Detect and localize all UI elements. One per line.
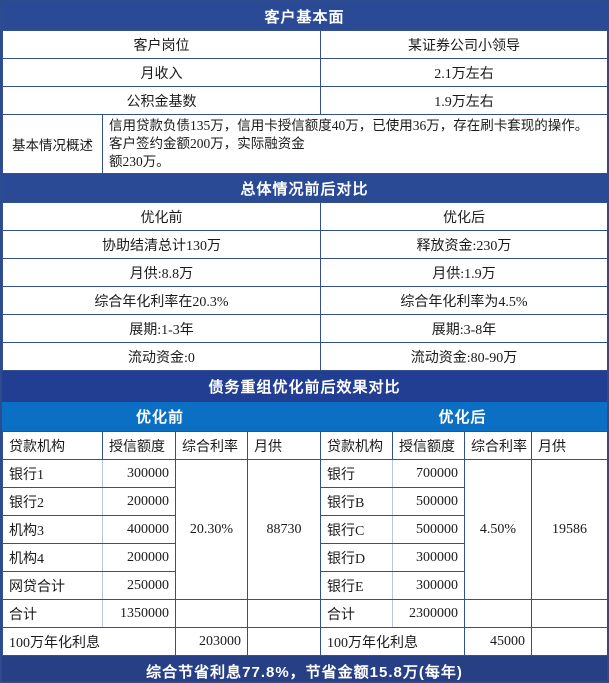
overall-after-cell: 展期:3-8年 (320, 314, 607, 343)
overall-col-before: 优化前 (2, 202, 321, 231)
col-header-org-after: 贷款机构 (320, 431, 393, 460)
credit-amount: 500000 (392, 487, 465, 516)
table-row: 流动资金:0 流动资金:80-90万 (2, 342, 607, 371)
section-overall-title: 总体情况前后对比 (240, 180, 369, 198)
interest-value-before: 203000 (175, 627, 248, 656)
lender-name: 银行E (320, 571, 393, 600)
interest-label: 100万年化利息 (2, 627, 176, 656)
overall-compare-table: 优化前 优化后 协助结清总计130万 释放资金:230万 月供:8.8万 月供:… (2, 202, 607, 371)
credit-amount: 200000 (102, 487, 176, 516)
total-credit-before: 1350000 (102, 599, 176, 628)
table-row: 网贷合计 250000 银行E 300000 (2, 571, 608, 600)
col-header-rate-before: 综合利率 (175, 431, 248, 460)
basic-row-label: 客户岗位 (2, 30, 321, 59)
table-row: 公积金基数 1.9万左右 (2, 86, 607, 115)
table-row-interest: 100万年化利息 203000 100万年化利息 45000 (2, 627, 607, 656)
debt-detail-table: 贷款机构 授信额度 综合利率 月供 贷款机构 授信额度 综合利率 月供 银行1 … (2, 431, 608, 656)
lender-name: 机构3 (2, 515, 103, 544)
restructure-after-label: 优化后 (438, 409, 487, 426)
credit-amount: 300000 (392, 543, 465, 572)
table-header-row: 贷款机构 授信额度 综合利率 月供 贷款机构 授信额度 综合利率 月供 (2, 431, 607, 460)
overall-before-cell: 展期:1-3年 (2, 314, 321, 343)
section-restructure-header: 债务重组优化前后效果对比 (2, 371, 607, 402)
combined-rate-after: 4.50% (464, 459, 532, 600)
empty-cell (464, 599, 532, 628)
basic-row-label: 公积金基数 (2, 86, 321, 115)
credit-amount: 700000 (392, 459, 465, 488)
overall-after-cell: 流动资金:80-90万 (320, 342, 607, 371)
lender-name: 机构4 (2, 543, 103, 572)
table-row: 协助结清总计130万 释放资金:230万 (2, 230, 607, 259)
table-row: 机构4 200000 银行D 300000 (2, 543, 608, 572)
lender-name: 银行 (320, 459, 393, 488)
credit-amount: 200000 (102, 543, 176, 572)
restructure-before-label: 优化前 (135, 409, 184, 426)
col-header-monthly-after: 月供 (531, 431, 607, 460)
credit-amount: 250000 (102, 571, 176, 600)
credit-amount: 500000 (392, 515, 465, 544)
interest-label: 100万年化利息 (320, 627, 465, 656)
basic-row-label: 月收入 (2, 58, 321, 87)
interest-value-after: 45000 (464, 627, 532, 656)
table-row: 客户岗位 某证券公司小领导 (2, 30, 607, 59)
col-header-rate-after: 综合利率 (464, 431, 532, 460)
empty-cell (531, 599, 607, 628)
basic-info-table: 客户岗位 某证券公司小领导 月收入 2.1万左右 公积金基数 1.9万左右 基本… (2, 30, 607, 174)
table-row: 月供:8.8万 月供:1.9万 (2, 258, 607, 287)
overall-after-cell: 综合年化利率为4.5% (320, 286, 607, 315)
monthly-payment-before: 88730 (247, 459, 321, 600)
overall-after-cell: 释放资金:230万 (320, 230, 607, 259)
table-row: 优化前 优化后 (2, 202, 607, 231)
credit-amount: 300000 (392, 571, 465, 600)
table-row: 银行1 300000 20.30% 88730 银行 700000 4.50% … (2, 459, 607, 600)
lender-name: 银行B (320, 487, 393, 516)
restructure-subheader-row: 优化前 优化后 (2, 402, 607, 431)
combined-rate-before: 20.30% (175, 459, 248, 600)
total-label: 合计 (2, 599, 103, 628)
overall-after-cell: 月供:1.9万 (320, 258, 607, 287)
savings-footer-bar: 综合节省利息77.8%，节省金额15.8万(每年) (2, 656, 607, 681)
col-header-org-before: 贷款机构 (2, 431, 103, 460)
lender-name: 银行C (320, 515, 393, 544)
lender-name: 银行2 (2, 487, 103, 516)
total-credit-after: 2300000 (392, 599, 465, 628)
overall-before-cell: 综合年化利率在20.3% (2, 286, 321, 315)
basic-row-value: 2.1万左右 (320, 58, 607, 87)
section-basic-title: 客户基本面 (264, 8, 345, 26)
summary-label: 基本情况概述 (2, 114, 103, 174)
lender-name: 银行D (320, 543, 393, 572)
credit-amount: 300000 (102, 459, 176, 488)
section-overall-header: 总体情况前后对比 (2, 174, 607, 202)
table-row: 月收入 2.1万左右 (2, 58, 607, 87)
table-row: 机构3 400000 银行C 500000 (2, 515, 608, 544)
summary-text: 信用贷款负债135万，信用卡授信额度40万，已使用36万，存在刷卡套现的操作。客… (102, 114, 607, 174)
table-row: 展期:1-3年 展期:3-8年 (2, 314, 607, 343)
empty-cell (247, 599, 321, 628)
col-header-monthly-before: 月供 (247, 431, 321, 460)
table-row-total: 合计 1350000 合计 2300000 (2, 599, 607, 628)
basic-row-value: 某证券公司小领导 (320, 30, 607, 59)
overall-before-cell: 流动资金:0 (2, 342, 321, 371)
monthly-payment-after: 19586 (531, 459, 607, 600)
empty-cell (175, 599, 248, 628)
table-row: 银行2 200000 银行B 500000 (2, 487, 608, 516)
col-header-credit-before: 授信额度 (102, 431, 176, 460)
col-header-credit-after: 授信额度 (392, 431, 465, 460)
table-row: 基本情况概述 信用贷款负债135万，信用卡授信额度40万，已使用36万，存在刷卡… (2, 114, 607, 174)
section-restructure-title: 债务重组优化前后效果对比 (208, 379, 401, 396)
table-row: 综合年化利率在20.3% 综合年化利率为4.5% (2, 286, 607, 315)
empty-cell (531, 627, 607, 656)
lender-name: 网贷合计 (2, 571, 103, 600)
overall-before-cell: 月供:8.8万 (2, 258, 321, 287)
overall-col-after: 优化后 (320, 202, 607, 231)
savings-summary-text: 综合节省利息77.8%，节省金额15.8万(每年) (146, 664, 463, 681)
overall-before-cell: 协助结清总计130万 (2, 230, 321, 259)
empty-cell (247, 627, 321, 656)
section-basic-header: 客户基本面 (2, 2, 607, 30)
total-label: 合计 (320, 599, 393, 628)
basic-row-value: 1.9万左右 (320, 86, 607, 115)
credit-amount: 400000 (102, 515, 176, 544)
lender-name: 银行1 (2, 459, 103, 488)
